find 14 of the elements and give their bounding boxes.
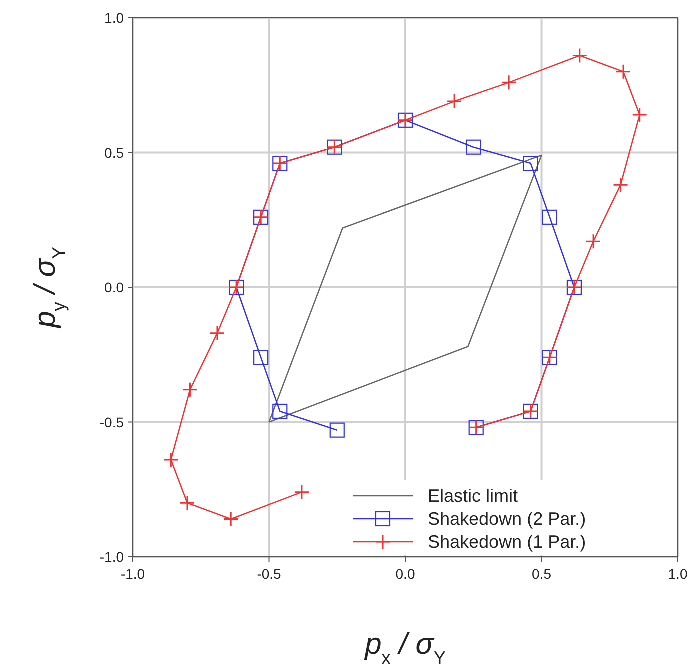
x-tick-label: 0.0 (396, 566, 416, 582)
x-axis-title: p$_{x}$ / σ$_{Y}$ (364, 628, 446, 668)
x-tick-label: -1.0 (120, 566, 146, 582)
y-tick-label: -0.5 (100, 414, 124, 430)
x-tick-label: -0.5 (257, 566, 282, 582)
x-tick-label: 0.5 (532, 566, 552, 582)
y-tick-label: 0.5 (104, 144, 124, 161)
legend-label: Shakedown (1 Par.) (428, 532, 586, 552)
x-tick-label: 1.0 (668, 566, 688, 582)
y-tick-label: 1.0 (104, 10, 124, 26)
legend-label: Elastic limit (428, 486, 518, 506)
legend-label: Shakedown (2 Par.) (428, 509, 586, 529)
y-tick-label: 0.0 (104, 280, 124, 296)
y-tick-label: -1.0 (100, 549, 124, 565)
